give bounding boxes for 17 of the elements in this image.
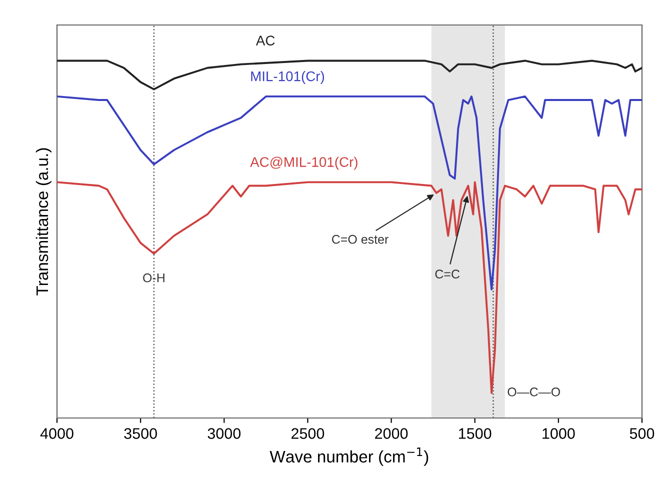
x-tick-label: 1000: [542, 428, 575, 439]
x-tick-label: 3000: [208, 428, 241, 439]
x-axis-title: Wave number (cm$^{−1}$): [270, 448, 428, 466]
series-label: AC@MIL-101(Cr): [250, 156, 358, 170]
x-tick-label: 500: [630, 428, 654, 439]
annotation: O—C—O: [508, 387, 560, 396]
y-axis-title: Transmittance (a.u.): [36, 148, 52, 296]
x-tick-label: 4000: [40, 428, 74, 439]
annotation: O-H: [143, 273, 164, 282]
x-tick-label: 3500: [124, 428, 157, 439]
x-tick-label: 1500: [459, 428, 492, 439]
x-tick-label: 2000: [375, 428, 408, 439]
series-label: MIL-101(Cr): [251, 71, 324, 84]
series-label: AC: [256, 36, 275, 46]
annotation: C=O ester: [332, 234, 388, 244]
x-tick-label: 2500: [291, 428, 324, 439]
annotation: C=C: [435, 270, 460, 278]
